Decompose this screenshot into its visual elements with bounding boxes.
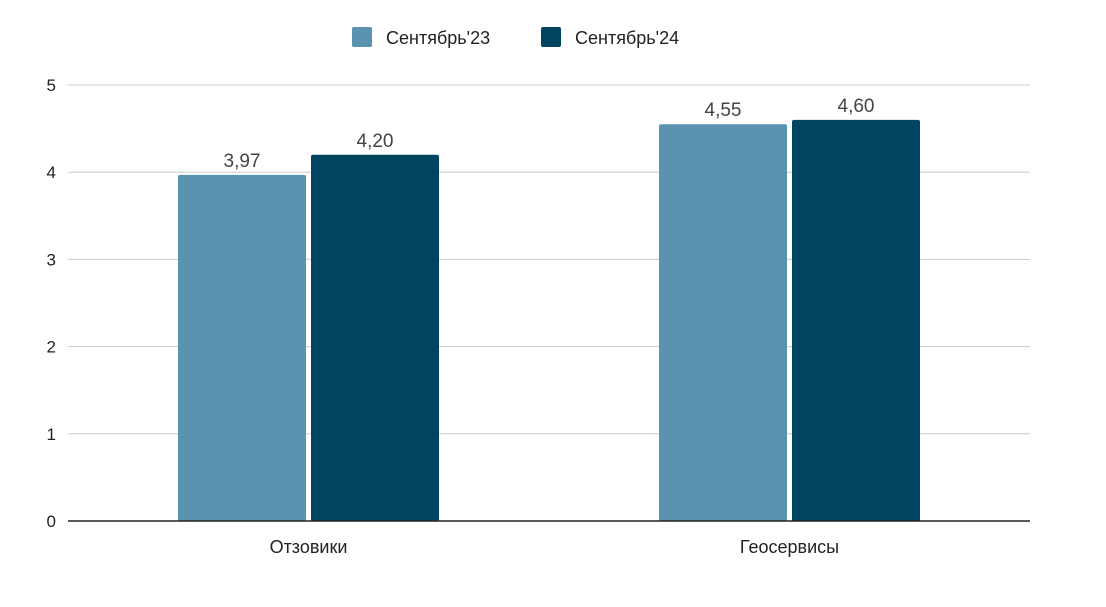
legend-label: Сентябрь'23 [386,28,490,48]
data-label: 4,20 [357,131,394,152]
y-tick-label: 0 [47,512,56,531]
bar [178,174,306,522]
legend-label: Сентябрь'24 [575,28,679,48]
x-axis: Отзовики Геосервисы [68,520,1030,557]
y-tick-label: 5 [47,76,56,95]
x-tick-label: Геосервисы [740,537,839,557]
data-label: 4,60 [838,96,875,117]
bar [659,124,787,522]
data-label: 4,55 [705,100,742,121]
bar [311,154,439,521]
legend-swatch [541,27,561,47]
y-tick-label: 2 [47,338,56,357]
y-tick-label: 3 [47,250,56,269]
legend-swatch [352,27,372,47]
y-tick-label: 1 [47,425,56,444]
data-label: 3,97 [224,151,261,172]
bars: 3,97 4,20 4,55 4,60 [178,96,920,522]
y-tick-label: 4 [47,163,56,182]
legend: Сентябрь'23 Сентябрь'24 [352,27,679,48]
x-tick-label: Отзовики [270,537,348,557]
bar [792,119,920,521]
